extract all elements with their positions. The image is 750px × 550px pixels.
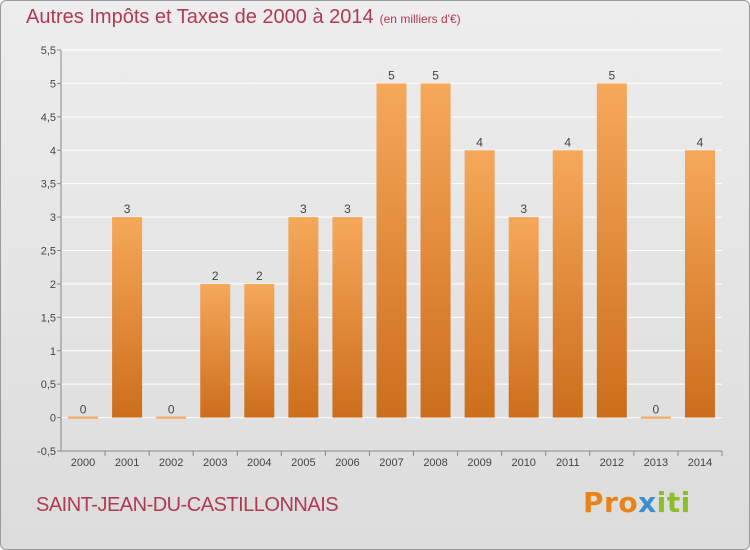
data-label: 3: [344, 202, 351, 216]
brand-logo-part: iti: [656, 486, 691, 519]
bar: [156, 416, 187, 419]
y-tick-label: 3: [50, 212, 56, 224]
bar: [244, 283, 275, 418]
data-label: 2: [212, 269, 219, 283]
data-label: 5: [388, 68, 395, 82]
bar: [640, 416, 671, 419]
data-label: 4: [476, 135, 483, 149]
x-tick-label: 2007: [379, 457, 403, 469]
y-tick-label: 0: [50, 413, 56, 425]
bar: [112, 217, 143, 418]
data-label: 3: [520, 202, 527, 216]
data-label: 0: [168, 403, 175, 417]
y-tick-label: 4: [50, 145, 56, 157]
x-tick-label: 2013: [644, 457, 668, 469]
x-tick-label: 2014: [688, 457, 712, 469]
y-tick-label: 1,5: [41, 312, 56, 324]
data-label: 4: [564, 135, 571, 149]
y-tick-label: -0,5: [37, 446, 56, 458]
y-tick-label: 5,5: [41, 45, 56, 57]
data-label: 3: [300, 202, 307, 216]
bar: [464, 150, 495, 418]
data-label: 2: [256, 269, 263, 283]
bar: [508, 217, 539, 418]
x-tick-label: 2004: [247, 457, 271, 469]
bar: [376, 83, 407, 418]
x-tick-label: 2012: [600, 457, 624, 469]
data-label: 4: [697, 135, 704, 149]
y-tick-label: 2,5: [41, 246, 56, 258]
data-label: 5: [432, 68, 439, 82]
x-tick-label: 2008: [423, 457, 447, 469]
y-tick-label: 2: [50, 279, 56, 291]
y-tick-label: 3,5: [41, 179, 56, 191]
bar: [200, 283, 231, 418]
x-tick-label: 2010: [511, 457, 535, 469]
x-tick-label: 2000: [71, 457, 95, 469]
commune-name: SAINT-JEAN-DU-CASTILLONNAIS: [36, 494, 339, 516]
bar: [684, 150, 715, 418]
chart-title: Autres Impôts et Taxes de 2000 à 2014 (en…: [26, 6, 461, 29]
x-tick-label: 2005: [291, 457, 315, 469]
data-label: 5: [608, 68, 615, 82]
bar: [288, 217, 319, 418]
data-label: 0: [80, 403, 87, 417]
x-tick-label: 2003: [203, 457, 227, 469]
bar: [68, 416, 99, 419]
x-tick-label: 2001: [115, 457, 139, 469]
brand-logo: Proxiti: [583, 486, 691, 519]
bar: [332, 217, 363, 418]
y-tick-label: 1: [50, 346, 56, 358]
brand-logo-part: x: [638, 486, 657, 519]
y-tick-label: 5: [50, 78, 56, 90]
bar: [420, 83, 451, 418]
bar: [596, 83, 627, 418]
x-tick-label: 2011: [556, 457, 580, 469]
chart-title-text: Autres Impôts et Taxes de 2000 à 2014: [26, 6, 374, 28]
x-tick-label: 2009: [467, 457, 491, 469]
data-label: 0: [653, 403, 660, 417]
data-label: 3: [124, 202, 131, 216]
x-tick-label: 2006: [335, 457, 359, 469]
x-tick-label: 2002: [159, 457, 183, 469]
chart-subtitle: (en milliers d'€): [379, 12, 461, 26]
bar: [552, 150, 583, 418]
y-tick-label: 0,5: [41, 379, 56, 391]
y-tick-label: 4,5: [41, 112, 56, 124]
brand-logo-part: Pro: [583, 486, 639, 519]
